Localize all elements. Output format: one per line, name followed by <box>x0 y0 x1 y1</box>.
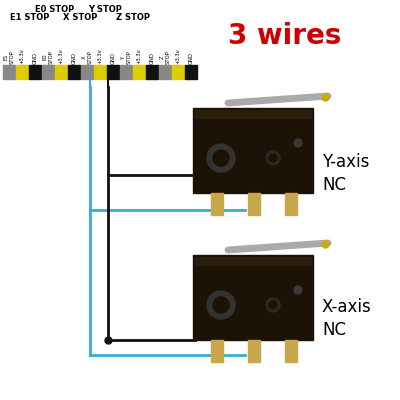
Text: E1
STOP: E1 STOP <box>4 50 14 64</box>
Text: E0
STOP: E0 STOP <box>43 50 54 64</box>
Bar <box>172 65 184 79</box>
Circle shape <box>266 298 280 312</box>
Bar <box>285 340 297 362</box>
Text: Z STOP: Z STOP <box>116 13 150 22</box>
Text: GND: GND <box>72 52 76 64</box>
Bar <box>68 65 80 79</box>
Bar <box>133 65 145 79</box>
Text: NC: NC <box>322 176 346 194</box>
Circle shape <box>207 144 235 172</box>
Circle shape <box>207 291 235 319</box>
Circle shape <box>213 297 229 313</box>
Circle shape <box>294 286 302 294</box>
Text: +3.3v: +3.3v <box>98 48 102 64</box>
Text: +3.3v: +3.3v <box>20 48 24 64</box>
Text: Y-axis: Y-axis <box>322 153 369 171</box>
Bar <box>248 193 260 215</box>
Text: GND: GND <box>32 52 38 64</box>
Bar <box>211 340 223 362</box>
Bar <box>193 255 313 340</box>
Bar <box>94 65 106 79</box>
Bar <box>55 65 67 79</box>
Bar <box>195 110 311 118</box>
Bar <box>285 193 297 215</box>
Bar <box>120 65 132 79</box>
Text: Z
STOP: Z STOP <box>160 50 170 64</box>
Text: +3.3v: +3.3v <box>176 48 180 64</box>
Bar <box>107 65 119 79</box>
Bar <box>248 340 260 362</box>
Circle shape <box>213 150 229 166</box>
Circle shape <box>294 139 302 147</box>
Bar <box>3 65 15 79</box>
Text: GND: GND <box>150 52 154 64</box>
Text: +3.3v: +3.3v <box>136 48 142 64</box>
Circle shape <box>266 151 280 165</box>
Bar <box>16 65 28 79</box>
Circle shape <box>269 301 277 309</box>
Text: 3 wires: 3 wires <box>228 22 342 50</box>
Text: NC: NC <box>322 321 346 339</box>
Bar <box>193 108 313 193</box>
Bar <box>29 65 41 79</box>
Circle shape <box>269 154 277 162</box>
Text: Y
STOP: Y STOP <box>121 50 131 64</box>
Text: +3.3v: +3.3v <box>58 48 64 64</box>
Text: X
STOP: X STOP <box>82 50 92 64</box>
Bar <box>81 65 93 79</box>
Bar <box>195 257 311 265</box>
Text: X-axis: X-axis <box>322 298 372 316</box>
Bar <box>146 65 158 79</box>
Bar <box>159 65 171 79</box>
Text: E1 STOP: E1 STOP <box>10 13 50 22</box>
Bar <box>185 65 197 79</box>
Bar <box>211 193 223 215</box>
Text: GND: GND <box>110 52 116 64</box>
Bar <box>42 65 54 79</box>
Text: GND: GND <box>188 52 194 64</box>
Text: X STOP: X STOP <box>63 13 97 22</box>
Text: Y STOP: Y STOP <box>88 5 122 14</box>
Text: E0 STOP: E0 STOP <box>35 5 75 14</box>
